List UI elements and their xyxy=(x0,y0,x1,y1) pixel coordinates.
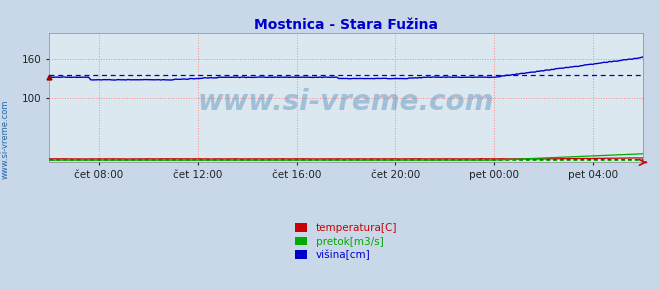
Text: www.si-vreme.com: www.si-vreme.com xyxy=(198,88,494,116)
Title: Mostnica - Stara Fužina: Mostnica - Stara Fužina xyxy=(254,18,438,32)
Legend: temperatura[C], pretok[m3/s], višina[cm]: temperatura[C], pretok[m3/s], višina[cm] xyxy=(291,219,401,264)
Text: www.si-vreme.com: www.si-vreme.com xyxy=(1,99,10,179)
